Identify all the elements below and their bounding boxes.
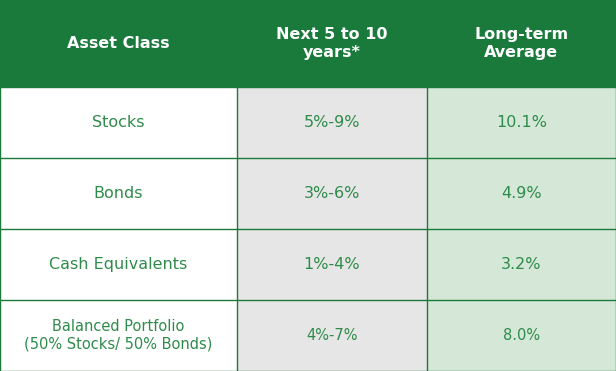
Text: 3%-6%: 3%-6% xyxy=(304,186,360,201)
Bar xyxy=(237,158,427,229)
Bar xyxy=(0,158,237,229)
Bar xyxy=(0,0,237,87)
Text: Stocks: Stocks xyxy=(92,115,145,130)
Text: 4%-7%: 4%-7% xyxy=(306,328,358,343)
Bar xyxy=(427,158,616,229)
Text: 4.9%: 4.9% xyxy=(501,186,541,201)
Text: Bonds: Bonds xyxy=(94,186,144,201)
Bar xyxy=(237,0,427,87)
Bar xyxy=(427,300,616,371)
Bar xyxy=(0,87,237,158)
Text: Cash Equivalents: Cash Equivalents xyxy=(49,257,188,272)
Text: Balanced Portfolio
(50% Stocks/ 50% Bonds): Balanced Portfolio (50% Stocks/ 50% Bond… xyxy=(25,319,213,351)
Text: 10.1%: 10.1% xyxy=(496,115,547,130)
Bar xyxy=(237,300,427,371)
Bar xyxy=(237,229,427,300)
Bar xyxy=(0,300,237,371)
Text: Asset Class: Asset Class xyxy=(67,36,170,51)
Text: Next 5 to 10
years*: Next 5 to 10 years* xyxy=(276,27,388,60)
Bar xyxy=(0,229,237,300)
Bar xyxy=(427,87,616,158)
Bar xyxy=(427,0,616,87)
Text: Long-term
Average: Long-term Average xyxy=(474,27,569,60)
Text: 5%-9%: 5%-9% xyxy=(304,115,360,130)
Bar xyxy=(427,229,616,300)
Bar xyxy=(237,87,427,158)
Text: 1%-4%: 1%-4% xyxy=(304,257,360,272)
Text: 8.0%: 8.0% xyxy=(503,328,540,343)
Text: 3.2%: 3.2% xyxy=(501,257,541,272)
